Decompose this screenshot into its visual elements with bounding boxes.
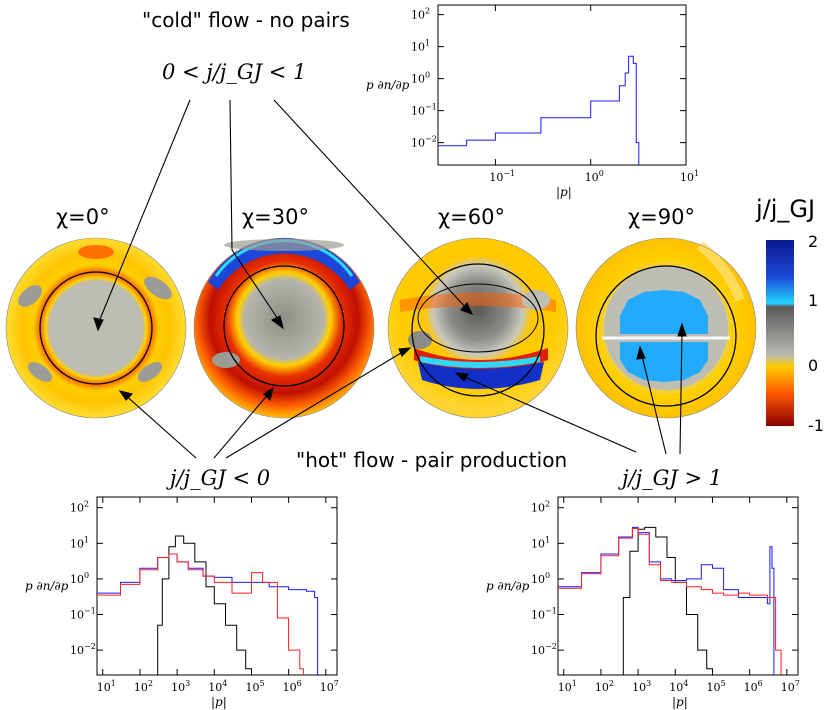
spectrum-chart-1: 101 102 103 104 105 106 107 10−2 10−1 100 101 102 |p… <box>25 496 339 709</box>
polar-cap-chi-30 <box>193 237 375 419</box>
series-line-cold-flow <box>438 55 640 165</box>
series-line-black <box>618 526 713 676</box>
y-tick-label: 10−2 <box>411 135 437 150</box>
x-tick-label: 106 <box>744 679 763 694</box>
y-tick-label: 10−1 <box>531 607 557 622</box>
cold-flow-title: "cold" flow - no pairs <box>142 8 350 32</box>
y-axis-label: p ∂n/∂p <box>486 579 530 593</box>
colorbar-tick-neg1: -1 <box>808 416 824 435</box>
hot-flow-title: "hot" flow - pair production <box>296 448 568 472</box>
colorbar-tick-0: 0 <box>808 356 819 375</box>
spectrum-chart-2: 101 102 103 104 105 106 107 10−2 10−1 100 101 102 |p… <box>486 496 800 709</box>
x-tick-label: 10−1 <box>489 169 515 184</box>
y-tick-label: 100 <box>531 571 550 586</box>
series-line-black <box>154 535 252 676</box>
x-tick-label: 101 <box>97 679 116 694</box>
y-tick-label: 10−2 <box>531 642 557 657</box>
x-axis-label: |p| <box>672 695 688 709</box>
y-tick-label: 102 <box>70 500 89 515</box>
y-axis-label: p ∂n/∂p <box>25 579 69 593</box>
y-tick-label: 100 <box>411 71 430 86</box>
series-line-red <box>558 528 782 675</box>
y-tick-label: 10−2 <box>70 642 96 657</box>
y-tick-label: 101 <box>531 535 550 550</box>
x-tick-label: 101 <box>680 169 699 184</box>
x-tick-label: 102 <box>595 679 614 694</box>
plot-frame <box>96 496 338 676</box>
y-tick-label: 101 <box>70 535 89 550</box>
x-tick-label: 107 <box>781 679 800 694</box>
chi-label-90: χ=90° <box>628 205 695 229</box>
chi-label-60: χ=60° <box>438 205 505 229</box>
x-axis-label: |p| <box>556 185 572 199</box>
negative-current-condition: j/j_GJ < 0 <box>170 466 271 490</box>
colorbar-title: j/j_GJ <box>756 195 816 223</box>
x-tick-label: 105 <box>706 679 725 694</box>
chi-label-30: χ=30° <box>242 205 309 229</box>
annotation-arrows <box>93 99 687 459</box>
y-tick-label: 102 <box>411 7 430 22</box>
y-tick-label: 102 <box>531 500 550 515</box>
cold-flow-condition: 0 < j/j_GJ < 1 <box>162 60 307 84</box>
plot-frame <box>437 4 687 166</box>
y-tick-label: 101 <box>411 39 430 54</box>
polar-cap-chi-60 <box>387 237 569 419</box>
polar-cap-chi-0 <box>5 237 187 419</box>
x-tick-label: 103 <box>632 679 651 694</box>
x-tick-label: 103 <box>171 679 190 694</box>
polar-cap-chi-90 <box>575 237 757 419</box>
y-tick-label: 10−1 <box>411 103 437 118</box>
x-tick-label: 100 <box>585 169 604 184</box>
colorbar-tick-2: 2 <box>808 232 819 251</box>
x-tick-label: 102 <box>134 679 153 694</box>
y-tick-label: 100 <box>70 571 89 586</box>
colorbar-gradient <box>766 240 794 426</box>
y-axis-label: p ∂n/∂p <box>366 78 410 92</box>
x-tick-label: 106 <box>283 679 302 694</box>
plot-frame <box>557 496 799 676</box>
super-gj-condition: j/j_GJ > 1 <box>622 466 723 490</box>
colorbar-tick-1: 1 <box>808 291 819 310</box>
spectrum-chart-0: 10−1 100 101 10−2 10−1 100 101 102 |p| p ∂n/∂p <box>366 4 699 199</box>
x-tick-label: 101 <box>558 679 577 694</box>
chi-label-0: χ=0° <box>56 205 110 229</box>
x-tick-label: 107 <box>320 679 339 694</box>
x-tick-label: 104 <box>669 679 688 694</box>
x-tick-label: 105 <box>245 679 264 694</box>
series-line-blue <box>97 553 319 675</box>
series-line-red <box>97 553 304 675</box>
x-tick-label: 104 <box>208 679 227 694</box>
series-line-blue <box>558 526 775 675</box>
y-tick-label: 10−1 <box>70 607 96 622</box>
x-axis-label: |p| <box>211 695 227 709</box>
